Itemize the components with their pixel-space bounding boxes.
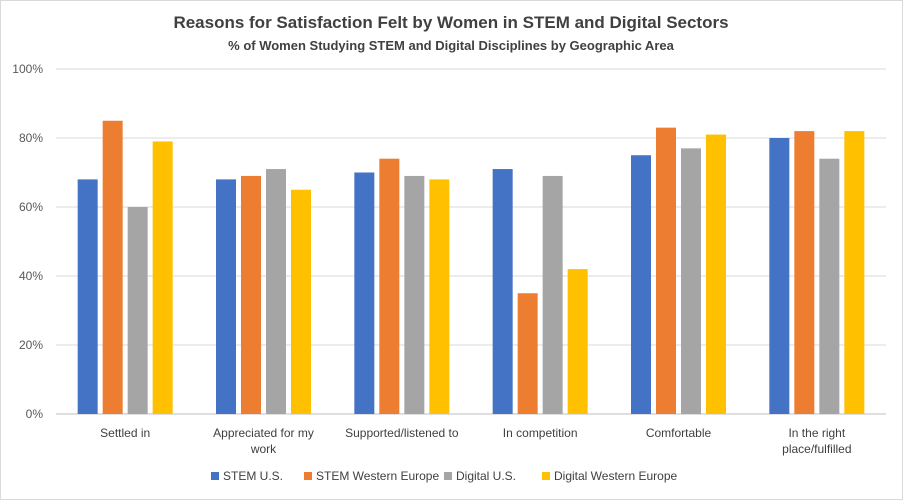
y-axis-ticks: 0% 20% 40% 60% 80% 100% [12,62,43,421]
bar [77,179,98,414]
legend-label: STEM U.S. [223,469,283,483]
x-category-label: Comfortable [646,426,712,440]
legend-swatch [304,472,312,480]
x-category-label: In the right [788,426,845,440]
bars [77,120,865,415]
y-tick-label: 80% [19,131,43,145]
bar [681,148,701,414]
y-tick-label: 40% [19,269,43,283]
bar [404,175,425,414]
legend-swatch [444,472,452,480]
bar [819,158,840,414]
bar [241,175,261,414]
y-tick-label: 0% [26,407,44,421]
bar [542,175,563,414]
legend: STEM U.S. STEM Western Europe Digital U.S.… [211,469,677,483]
bar [631,155,651,414]
bar [567,269,588,414]
bar [216,179,236,414]
x-category-label: place/fulfilled [782,442,851,456]
bar [291,189,311,414]
x-category-label: In competition [503,426,578,440]
bar [517,293,538,414]
legend-label: Digital U.S. [456,469,516,483]
bar [379,158,400,414]
gridlines [56,68,886,415]
x-category-label: work [250,442,277,456]
x-category-label: Supported/listened to [345,426,459,440]
bar [794,131,815,414]
x-category-label: Settled in [100,426,150,440]
bar [769,138,790,414]
bar [844,131,865,414]
y-tick-label: 60% [19,200,43,214]
bar [152,141,173,414]
x-axis-categories: Settled in Appreciated for my work Supporte… [100,426,851,456]
bar [656,127,676,415]
bar [429,179,450,414]
legend-label: Digital Western Europe [554,469,677,483]
legend-label: STEM Western Europe [316,469,439,483]
y-tick-label: 20% [19,338,43,352]
bar [354,172,375,414]
bar [127,207,148,414]
bar [102,120,123,414]
chart-subtitle: % of Women Studying STEM and Digital Dis… [228,38,674,53]
legend-swatch [542,472,550,480]
chart-title: Reasons for Satisfaction Felt by Women i… [173,13,728,32]
y-tick-label: 100% [12,62,43,76]
bar [706,134,726,415]
x-category-label: Appreciated for my [213,426,314,440]
bar [266,169,286,414]
legend-swatch [211,472,219,480]
bar [492,169,513,414]
